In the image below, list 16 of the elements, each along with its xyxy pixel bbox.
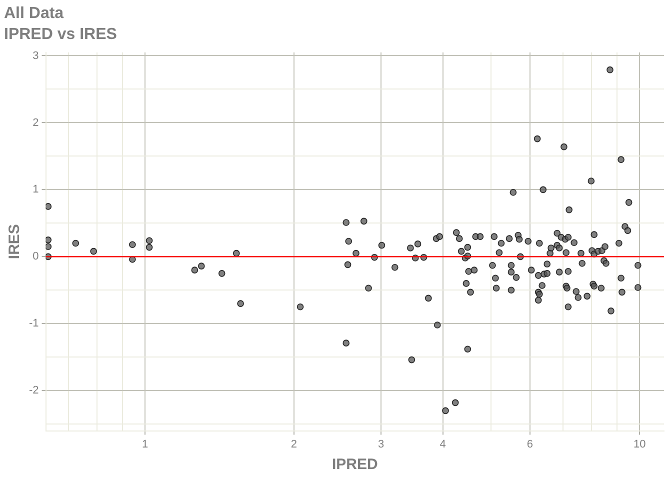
y-axis-title: IRES bbox=[6, 224, 24, 260]
x-tick-label: 4 bbox=[440, 438, 446, 450]
y-tick-label: 2 bbox=[32, 116, 39, 129]
chart-subtitle: IPRED vs IRES bbox=[4, 26, 118, 44]
x-tick-label: 2 bbox=[290, 438, 297, 450]
x-axis-title: IPRED bbox=[332, 456, 378, 474]
x-tick-label: 6 bbox=[526, 438, 533, 450]
x-tick-label: 1 bbox=[142, 438, 148, 450]
x-tick-label: 3 bbox=[378, 438, 384, 450]
y-tick-label: 3 bbox=[32, 50, 39, 62]
y-tick-label: 0 bbox=[32, 250, 39, 263]
chart-title: All Data bbox=[4, 5, 64, 22]
y-tick-label: 1 bbox=[32, 184, 39, 196]
y-tick-label: -1 bbox=[29, 318, 39, 330]
x-tick-label: 10 bbox=[634, 438, 646, 450]
y-tick-label: -2 bbox=[29, 384, 39, 397]
